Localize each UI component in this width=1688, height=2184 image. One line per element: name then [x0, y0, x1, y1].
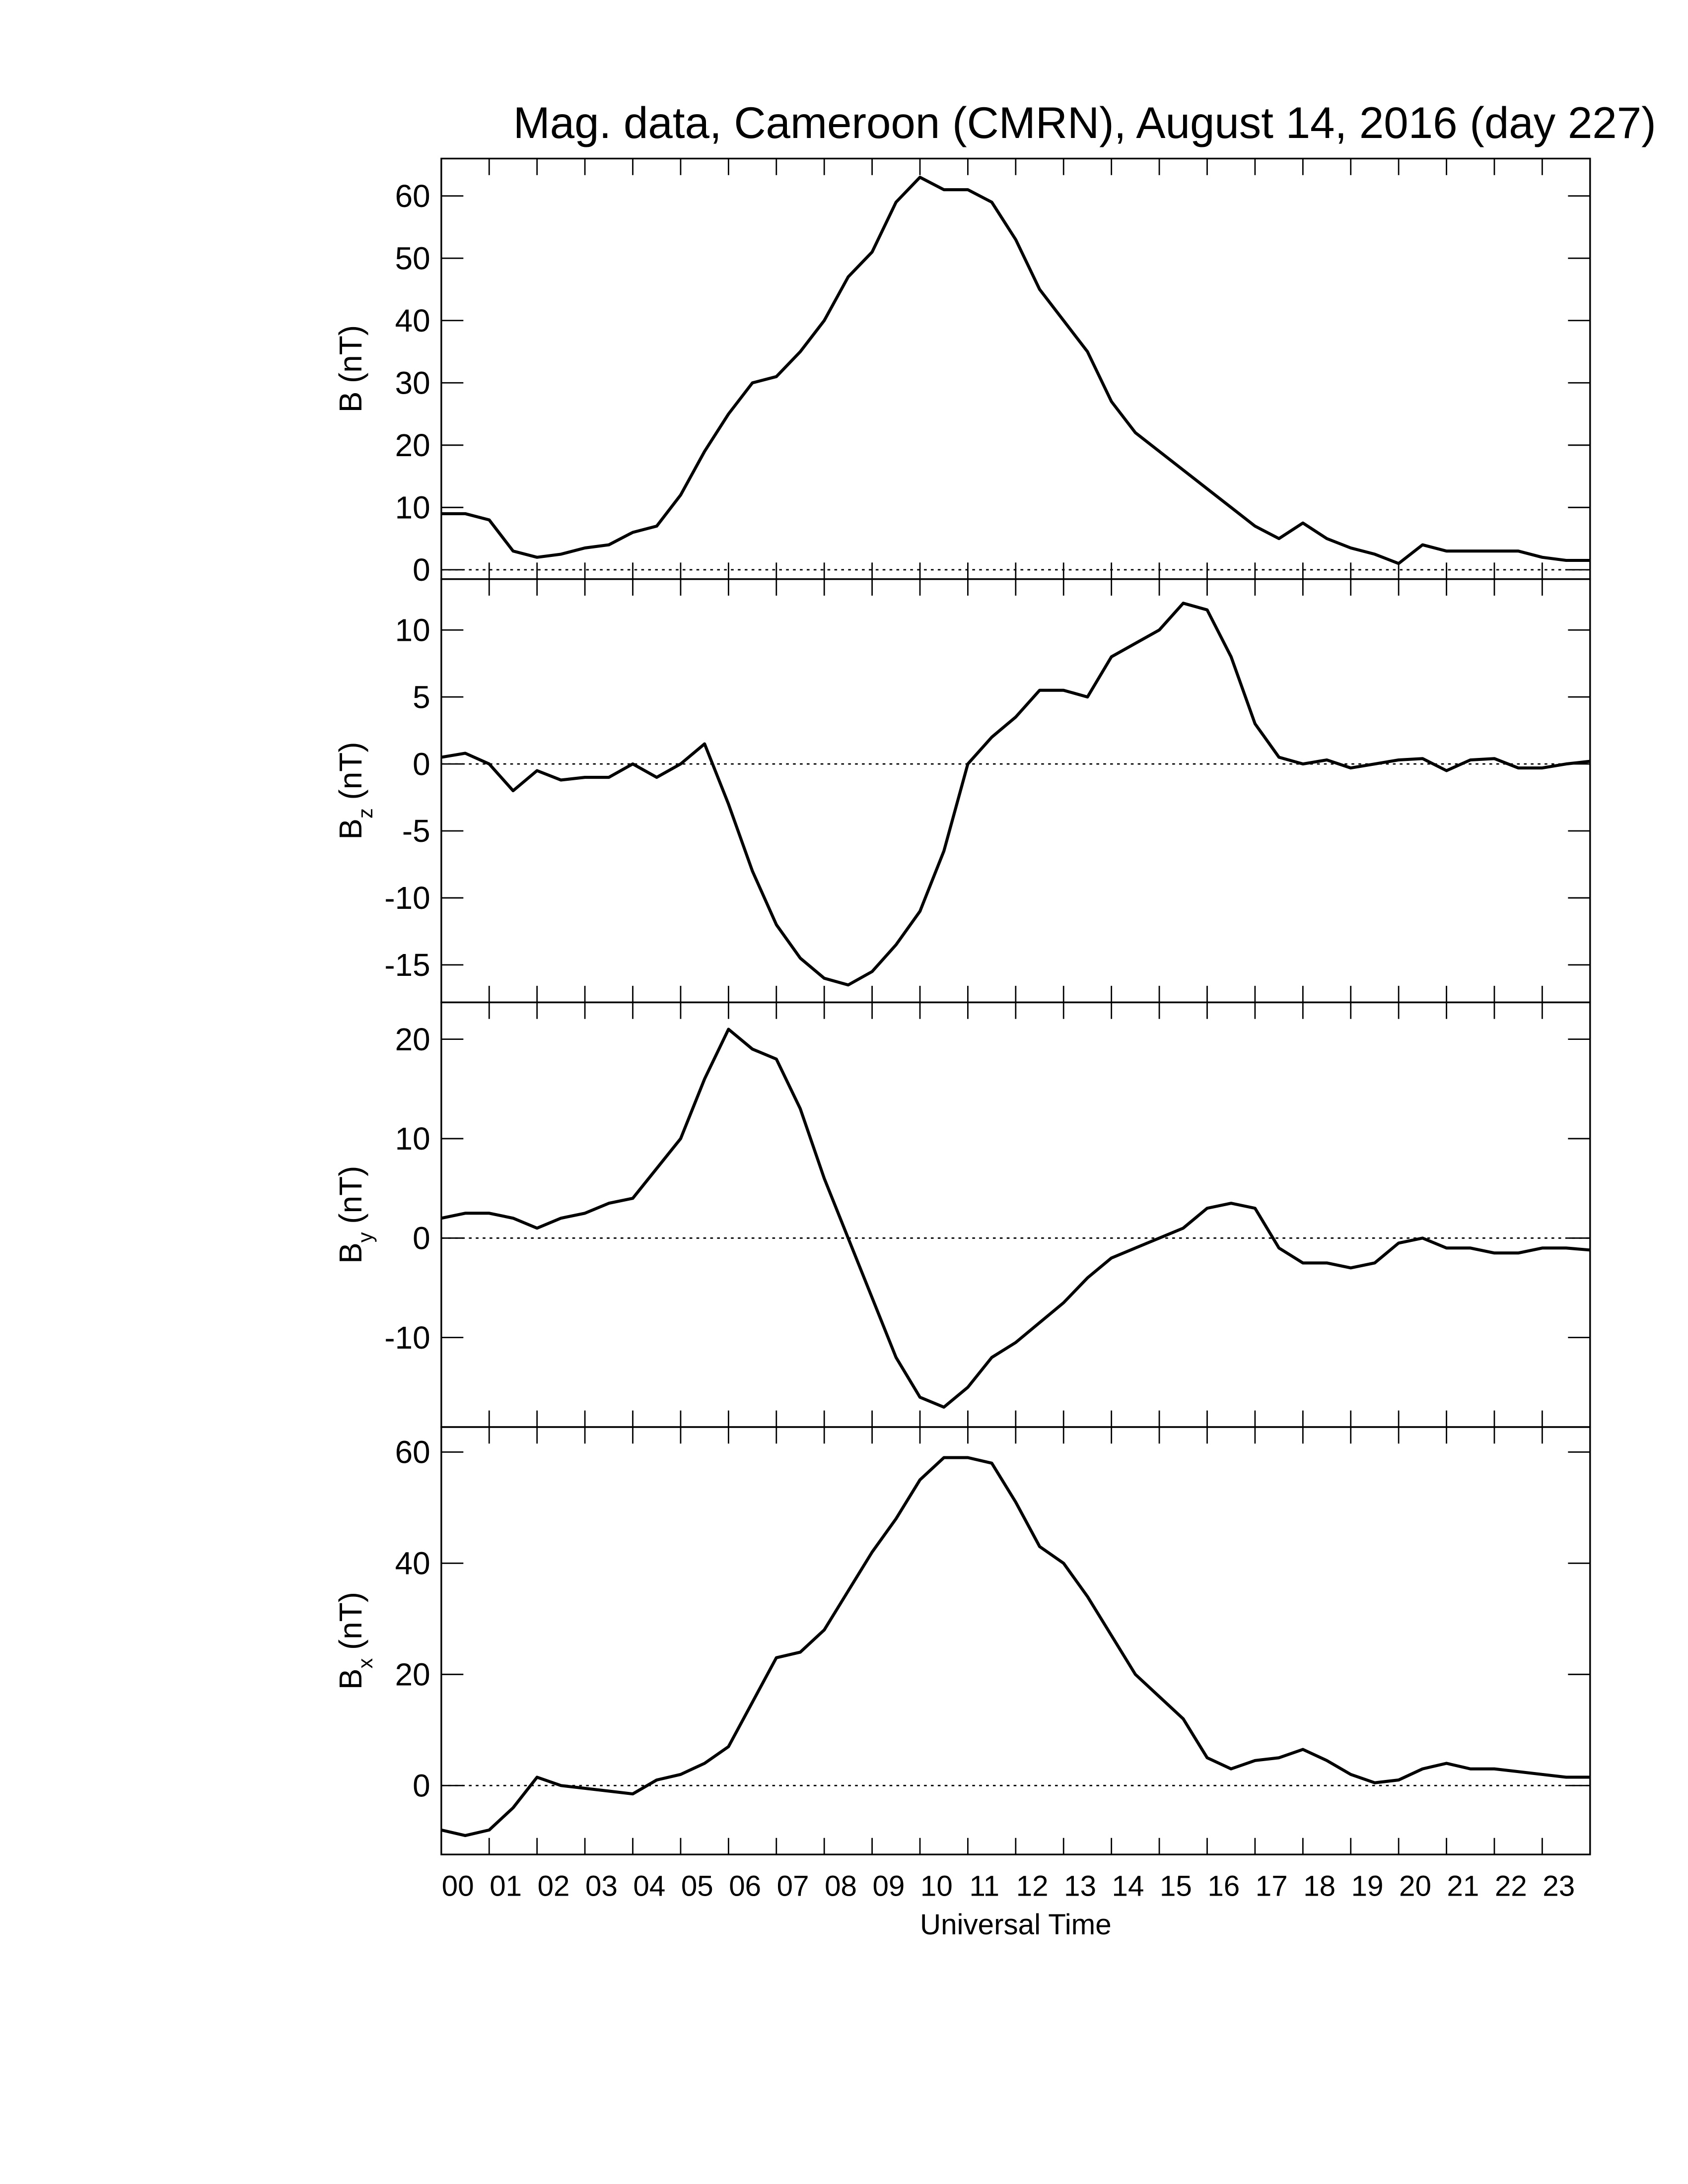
data-line [441, 1456, 1590, 1838]
x-tick-label: 18 [1303, 1870, 1336, 1902]
y-tick-label: 20 [395, 1022, 430, 1057]
y-tick-label: -10 [384, 1320, 430, 1356]
plot-frame [440, 1426, 1591, 1855]
y-tick-label: 0 [413, 746, 430, 782]
y-label-base: B [333, 1669, 368, 1690]
plot-frame [440, 578, 1591, 1004]
y-tick-label: 0 [413, 1768, 430, 1803]
panel: -15 -10 -5 0 5 10 Bz (nT) [333, 578, 1591, 1004]
y-tick-label: 30 [395, 365, 430, 401]
y-tick-label: -15 [384, 947, 430, 983]
x-tick-label: 23 [1543, 1870, 1575, 1902]
x-tick-label: 15 [1160, 1870, 1192, 1902]
x-tick-label: 17 [1256, 1870, 1288, 1902]
x-tick-label: 13 [1064, 1870, 1096, 1902]
chart-title: Mag. data, Cameroon (CMRN), August 14, 2… [513, 98, 1656, 147]
plot-frame [440, 157, 1591, 580]
x-tick-label: 22 [1495, 1870, 1527, 1902]
y-tick-label: 40 [395, 1546, 430, 1581]
panel: Mag. data, Cameroon (CMRN), August 14, 2… [333, 98, 1656, 588]
y-tick-label: 10 [395, 1121, 430, 1157]
plot-frame [440, 1001, 1591, 1428]
y-tick-label: 0 [413, 1221, 430, 1256]
y-tick-label: 5 [413, 679, 430, 715]
y-label-unit: (nT) [333, 1592, 368, 1650]
x-tick-label: 05 [681, 1870, 713, 1902]
data-line [441, 1027, 1591, 1409]
x-tick-label: 20 [1399, 1870, 1431, 1902]
y-tick-label: 50 [395, 240, 430, 276]
y-tick-label: 20 [395, 427, 430, 463]
x-tick-label: 16 [1207, 1870, 1240, 1902]
y-axis-label: Bz (nT) [333, 742, 377, 839]
y-label-base: B [333, 392, 368, 413]
x-tick-label: 01 [490, 1870, 522, 1902]
data-line [441, 602, 1591, 987]
x-axis-label: Universal Time [920, 1909, 1112, 1941]
x-tick-label: 02 [538, 1870, 570, 1902]
x-tick-label: 19 [1351, 1870, 1384, 1902]
x-tick-label: 04 [633, 1870, 665, 1902]
panel: 00 01 02 03 04 05 06 07 08 09 10 11 12 13 14 15 16 17 18 19… [333, 1426, 1591, 1941]
x-tick-label: 06 [729, 1870, 761, 1902]
x-tick-label: 00 [442, 1870, 474, 1902]
y-tick-label: 60 [395, 1434, 430, 1470]
y-tick-label: 60 [395, 178, 430, 214]
x-tick-label: 08 [825, 1870, 857, 1902]
y-label-sub: x [353, 1658, 377, 1669]
x-tick-label: 10 [920, 1870, 953, 1902]
x-tick-label: 11 [969, 1870, 999, 1902]
x-tick-label: 14 [1112, 1870, 1144, 1902]
y-tick-label: -10 [384, 880, 430, 916]
y-axis-label: By (nT) [333, 1166, 377, 1264]
y-label-base: B [333, 819, 368, 840]
y-label-unit: (nT) [333, 325, 368, 383]
y-axis-label: Bx (nT) [333, 1592, 377, 1690]
x-tick-label: 07 [777, 1870, 809, 1902]
x-tick-label: 21 [1447, 1870, 1479, 1902]
y-tick-label: 0 [413, 552, 430, 588]
x-tick-label: 12 [1016, 1870, 1049, 1902]
panel: -10 0 10 20 By (nT) [333, 1001, 1591, 1428]
y-tick-label: 10 [395, 612, 430, 648]
x-tick-label: 09 [872, 1870, 905, 1902]
y-label-sub: z [353, 808, 377, 819]
y-label-base: B [333, 1242, 368, 1264]
y-tick-label: 10 [395, 490, 430, 526]
y-tick-label: 40 [395, 303, 430, 339]
y-tick-label: -5 [402, 813, 430, 849]
y-tick-label: 20 [395, 1657, 430, 1693]
data-line [441, 176, 1590, 565]
x-tick-label: 03 [585, 1870, 618, 1902]
y-label-sub: y [353, 1232, 377, 1242]
y-label-unit: (nT) [333, 742, 368, 800]
y-label-unit: (nT) [333, 1166, 368, 1224]
y-axis-label: B (nT) [333, 325, 368, 412]
